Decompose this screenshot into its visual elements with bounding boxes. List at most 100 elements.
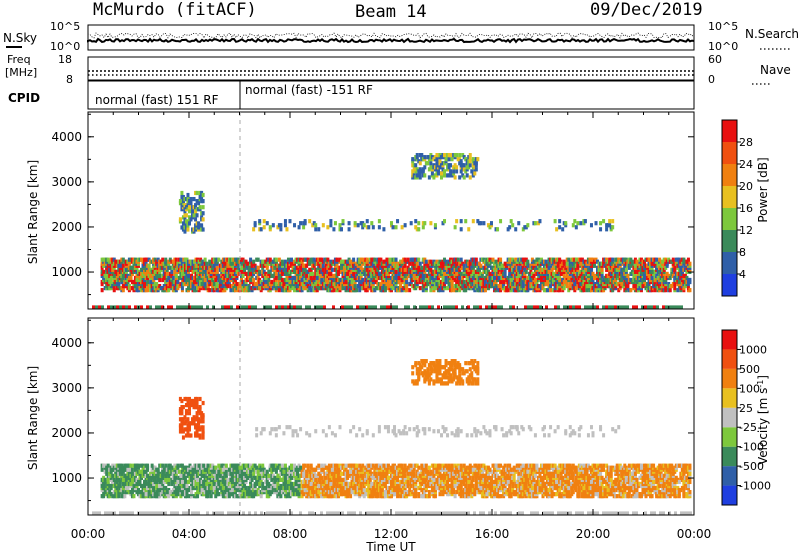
power-plot-cell: [232, 265, 236, 270]
vel-plot-cell: [167, 494, 171, 499]
power-plot-cell: [323, 305, 326, 310]
exp-10-0-left: 10^0: [50, 40, 80, 53]
power-plot-cell: [443, 153, 447, 158]
power-plot-cell: [140, 271, 144, 277]
power-plot-cell: [421, 225, 425, 230]
power-plot-cell: [153, 281, 157, 287]
power-plot-cell: [244, 263, 248, 268]
power-plot-cell: [265, 263, 269, 268]
power-plot-cell: [268, 225, 272, 230]
power-plot-cell: [118, 259, 122, 264]
power-plot-cell: [115, 263, 119, 268]
power-plot-cell: [247, 269, 251, 274]
power-plot-cell: [499, 279, 503, 285]
power-cbar-label: 12: [739, 224, 753, 237]
exp-10-5-left: 10^5: [50, 20, 80, 33]
power-plot-cell: [215, 257, 219, 262]
power-plot-cell: [187, 205, 191, 210]
power-plot-cell: [102, 269, 106, 274]
power-plot-cell: [608, 305, 611, 310]
power-plot-cell: [149, 273, 153, 279]
power-plot-cell: [455, 271, 459, 277]
power-plot-cell: [227, 269, 231, 274]
power-plot-cell: [299, 221, 303, 226]
power-plot-cell: [115, 275, 119, 281]
power-plot-cell: [482, 221, 486, 226]
power-plot-cell: [208, 288, 212, 293]
power-plot-cell: [162, 269, 166, 274]
exp-10-5-right: 10^5: [708, 20, 738, 33]
power-plot-cell: [673, 286, 677, 291]
power-plot-cell: [446, 305, 449, 310]
power-plot-cell: [686, 257, 690, 262]
power-plot-cell: [468, 157, 472, 162]
power-plot-cell: [441, 275, 445, 281]
power-plot-cell: [182, 271, 186, 277]
power-plot-cell: [115, 281, 119, 287]
power-plot-cell: [179, 305, 182, 310]
power-plot-cell: [243, 267, 247, 272]
power-plot-cell: [582, 288, 586, 293]
power-plot-cell: [189, 196, 193, 202]
power-plot-cell: [190, 259, 194, 264]
power-plot-cell: [208, 273, 212, 279]
power-plot-cell: [111, 263, 115, 268]
power-plot-cell: [190, 283, 194, 289]
power-plot-cell: [194, 279, 198, 285]
power-plot-cell: [224, 277, 228, 283]
power-plot-cell: [162, 283, 166, 289]
power-plot-cell: [464, 288, 468, 293]
vel-plot-cell: [185, 494, 189, 499]
power-plot-cell: [121, 283, 125, 289]
power-plot-cell: [212, 288, 216, 293]
vel-plot-cell: [206, 463, 210, 468]
power-plot-cell: [244, 259, 248, 264]
power-plot-cell: [267, 257, 271, 262]
power-plot-cell: [103, 279, 107, 285]
power-plot-cell: [124, 259, 128, 264]
power-plot-cell: [185, 305, 188, 310]
power-plot-cell: [201, 205, 205, 210]
power-plot-cell: [620, 305, 623, 310]
power-plot-cell: [235, 281, 239, 287]
power-plot-cell: [269, 305, 272, 310]
power-plot-cell: [205, 271, 209, 277]
power-plot-cell: [420, 153, 424, 158]
power-plot-cell: [171, 265, 175, 270]
power-plot-cell: [455, 279, 459, 285]
power-plot-cell: [240, 257, 244, 262]
power-plot-cell: [186, 286, 190, 291]
power-plot-cell: [587, 305, 590, 310]
vel-plot-cell: [152, 485, 156, 491]
power-plot-cell: [183, 275, 187, 281]
power-plot-cell: [539, 305, 542, 310]
power-plot-cell: [236, 265, 240, 270]
power-plot-cell: [129, 286, 133, 291]
power-plot-cell: [437, 305, 440, 310]
power-plot-cell: [200, 273, 204, 279]
nave-tick-top: 60: [708, 53, 722, 66]
power-plot-cell: [177, 275, 181, 281]
power-plot-cell: [422, 305, 425, 310]
power-plot-cell: [123, 259, 127, 264]
power-plot-cell: [153, 257, 157, 262]
power-plot-cell: [544, 259, 548, 264]
power-plot-cell: [230, 271, 234, 277]
power-plot-cell: [218, 267, 222, 272]
power-plot-cell: [449, 305, 452, 310]
power-plot-cell: [236, 271, 240, 277]
power-plot-cell: [321, 223, 325, 228]
power-plot-cell: [162, 261, 166, 266]
power-plot-cell: [100, 257, 104, 262]
power-plot-cell: [155, 269, 159, 274]
power-plot-cell: [155, 259, 159, 264]
power-plot-cell: [333, 221, 337, 226]
power-plot-cell: [397, 275, 401, 281]
power-plot-cell: [194, 286, 198, 291]
power-plot-cell: [123, 273, 127, 279]
vel-plot-cell: [202, 463, 206, 468]
power-plot-cell: [255, 265, 259, 270]
power-plot-cell: [494, 259, 498, 264]
power-plot-cell: [208, 267, 212, 272]
power-plot-cell: [591, 271, 595, 277]
